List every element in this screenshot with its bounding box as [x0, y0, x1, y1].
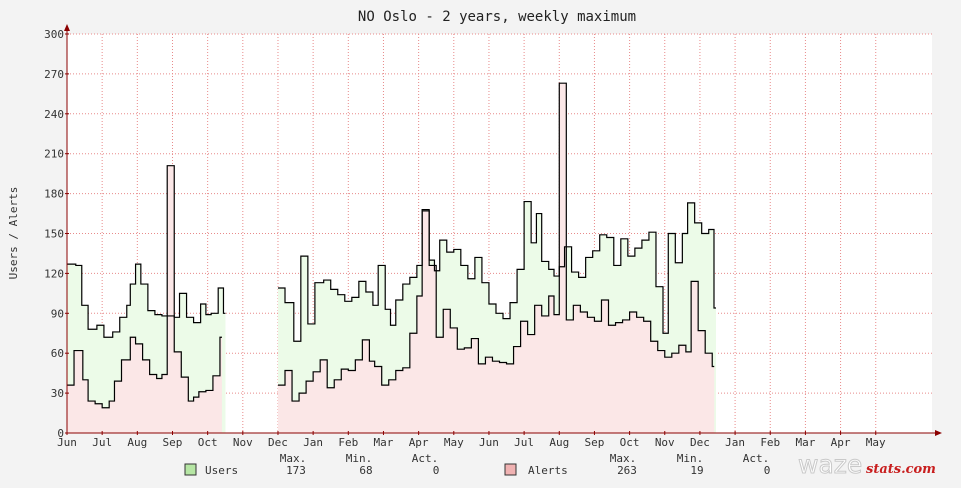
- legend-alerts-swatch: [504, 463, 517, 476]
- y-tick-label: 150: [44, 228, 64, 241]
- x-tick-label: Jan: [303, 436, 323, 449]
- users-line: [277, 200, 716, 342]
- x-axis-arrow: [935, 430, 942, 436]
- legend-users-min-header: Min.: [346, 452, 373, 465]
- legend-users-label: Users: [205, 464, 238, 477]
- legend-users-max: 173: [286, 464, 306, 477]
- legend-alerts-min-header: Min.: [677, 452, 704, 465]
- x-tick-label: Sep: [163, 436, 183, 449]
- y-tick-label: 270: [44, 68, 64, 81]
- y-tick-label: 0: [57, 427, 64, 440]
- x-tick-label: Feb: [760, 436, 780, 449]
- alerts-line: [277, 82, 715, 402]
- axes: [64, 24, 942, 436]
- series-layer: [67, 82, 716, 434]
- x-tick-label: Jul: [92, 436, 112, 449]
- x-tick-label: Jun: [479, 436, 499, 449]
- legend-users-swatch: [184, 463, 197, 476]
- x-tick-label: Feb: [338, 436, 358, 449]
- legend-alerts-max-header: Max.: [610, 452, 637, 465]
- tick-labels: 0 30 60 90 120 150 180 210 240 270 300 Jun Jul Aug Sep…: [44, 28, 886, 449]
- y-axis-arrow: [64, 24, 70, 31]
- users-line: [67, 263, 226, 338]
- x-tick-label: Dec: [268, 436, 288, 449]
- y-tick-label: 180: [44, 188, 64, 201]
- x-tick-label: May: [444, 436, 464, 449]
- x-tick-label: Dec: [690, 436, 710, 449]
- legend-users-act-header: Act.: [412, 452, 439, 465]
- x-tick-label: Apr: [831, 436, 851, 449]
- y-tick-label: 210: [44, 148, 64, 161]
- gridlines: [67, 33, 932, 433]
- alerts-line: [67, 165, 222, 409]
- y-tick-label: 30: [51, 387, 64, 400]
- x-tick-label: Aug: [549, 436, 569, 449]
- legend-alerts-label: Alerts: [528, 464, 568, 477]
- legend-alerts-act: 0: [764, 464, 771, 477]
- legend-users-act: 0: [433, 464, 440, 477]
- legend-alerts-min: 19: [690, 464, 703, 477]
- wazestats-logo: waze stats.com: [798, 450, 936, 480]
- x-tick-label: May: [866, 436, 886, 449]
- x-tick-label: Oct: [198, 436, 218, 449]
- y-tick-label: 120: [44, 267, 64, 280]
- y-tick-label: 60: [51, 347, 64, 360]
- chart-title: NO Oslo - 2 years, weekly maximum: [358, 9, 636, 25]
- x-tick-label: Jun: [57, 436, 77, 449]
- x-tick-label: Jan: [725, 436, 745, 449]
- x-tick-label: Apr: [409, 436, 429, 449]
- y-tick-label: 300: [44, 28, 64, 41]
- x-tick-label: Nov: [233, 436, 253, 449]
- y-axis-label: Users / Alerts: [7, 187, 20, 280]
- logo-waze-text: waze: [798, 450, 862, 479]
- x-tick-label: Nov: [655, 436, 675, 449]
- x-tick-label: Mar: [795, 436, 815, 449]
- legend: Max. Min. Act. Users 173 68 0 Max. Min. …: [184, 452, 771, 477]
- alerts-area: [277, 83, 715, 434]
- legend-alerts-max: 263: [617, 464, 637, 477]
- y-tick-label: 90: [51, 307, 64, 320]
- logo-stats-text: stats.com: [866, 462, 936, 477]
- x-tick-label: Oct: [620, 436, 640, 449]
- legend-users-max-header: Max.: [280, 452, 307, 465]
- x-tick-label: Mar: [374, 436, 394, 449]
- alerts-area: [67, 165, 222, 434]
- x-tick-label: Aug: [127, 436, 147, 449]
- x-tick-label: Jul: [514, 436, 534, 449]
- legend-alerts-act-header: Act.: [743, 452, 770, 465]
- legend-users-min: 68: [359, 464, 372, 477]
- x-tick-label: Sep: [585, 436, 605, 449]
- y-tick-label: 240: [44, 108, 64, 121]
